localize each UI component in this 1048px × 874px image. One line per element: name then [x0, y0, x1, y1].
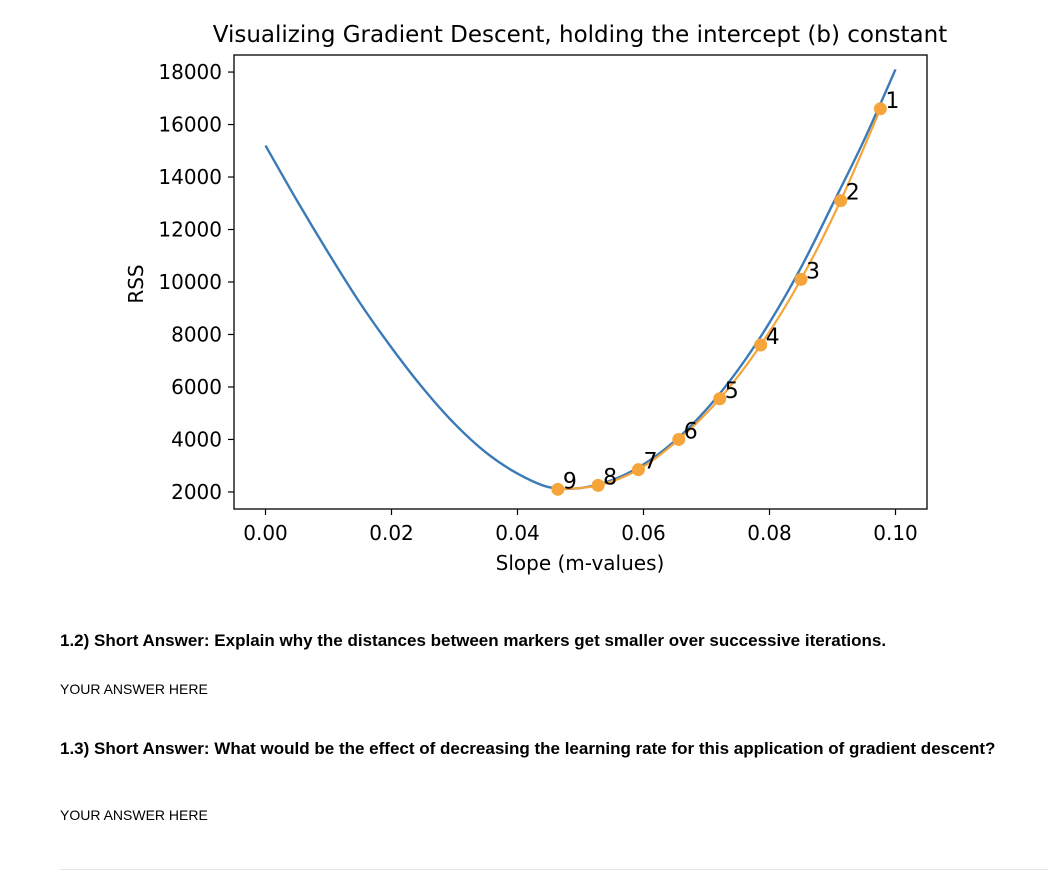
descent-marker-6 [672, 432, 686, 446]
y-axis-label: RSS [124, 264, 148, 303]
y-tick-label: 16000 [158, 113, 222, 137]
descent-marker-8 [591, 478, 605, 492]
plot-area: 1 2 3 4 5 6 7 8 9 [264, 68, 899, 496]
answer-1-2[interactable]: YOUR ANSWER HERE [60, 681, 208, 697]
y-axis: 2000 4000 6000 8000 10000 12000 14000 16000 1800… [158, 60, 234, 504]
chart: Visualizing Gradient Descent, holding th… [124, 22, 948, 575]
chart-svg: Visualizing Gradient Descent, holding th… [124, 22, 948, 575]
answer-1-3[interactable]: YOUR ANSWER HERE [60, 807, 208, 823]
x-tick-label: 0.04 [495, 521, 540, 545]
descent-marker-label-9: 9 [563, 469, 577, 494]
x-axis-label: Slope (m-values) [496, 551, 665, 575]
chart-title: Visualizing Gradient Descent, holding th… [213, 22, 948, 48]
descent-marker-label-7: 7 [643, 450, 657, 475]
y-tick-label: 12000 [158, 218, 222, 242]
descent-marker-3 [794, 272, 808, 286]
y-tick-label: 10000 [158, 270, 222, 294]
x-tick-label: 0.08 [747, 521, 792, 545]
descent-marker-1 [873, 102, 887, 116]
x-tick-label: 0.00 [243, 521, 288, 545]
descent-marker-2 [834, 194, 848, 208]
descent-marker-label-1: 1 [885, 89, 899, 114]
descent-marker-5 [713, 392, 727, 406]
y-tick-label: 6000 [171, 375, 222, 399]
x-axis: 0.00 0.02 0.04 0.06 0.08 0.10 [243, 509, 918, 545]
descent-marker-label-4: 4 [766, 325, 780, 350]
y-tick-label: 4000 [171, 427, 222, 451]
x-tick-label: 0.10 [873, 521, 918, 545]
y-tick-label: 8000 [171, 322, 222, 346]
question-1-2: 1.2) Short Answer: Explain why the dista… [60, 631, 887, 650]
descent-marker-label-5: 5 [725, 379, 739, 404]
x-tick-label: 0.02 [369, 521, 414, 545]
cell-divider [60, 869, 1048, 870]
descent-marker-label-3: 3 [806, 259, 820, 284]
y-tick-label: 14000 [158, 165, 222, 189]
descent-path-line [557, 108, 882, 491]
descent-marker-4 [754, 338, 768, 352]
descent-marker-label-2: 2 [846, 181, 860, 206]
y-tick-label: 18000 [158, 60, 222, 84]
question-1-3: 1.3) Short Answer: What would be the eff… [60, 739, 996, 758]
y-tick-label: 2000 [171, 480, 222, 504]
descent-marker-label-6: 6 [684, 419, 698, 444]
descent-marker-label-8: 8 [603, 465, 617, 490]
x-tick-label: 0.06 [621, 521, 666, 545]
descent-marker-9 [551, 482, 565, 496]
plot-frame [233, 54, 928, 510]
descent-marker-7 [631, 463, 645, 477]
